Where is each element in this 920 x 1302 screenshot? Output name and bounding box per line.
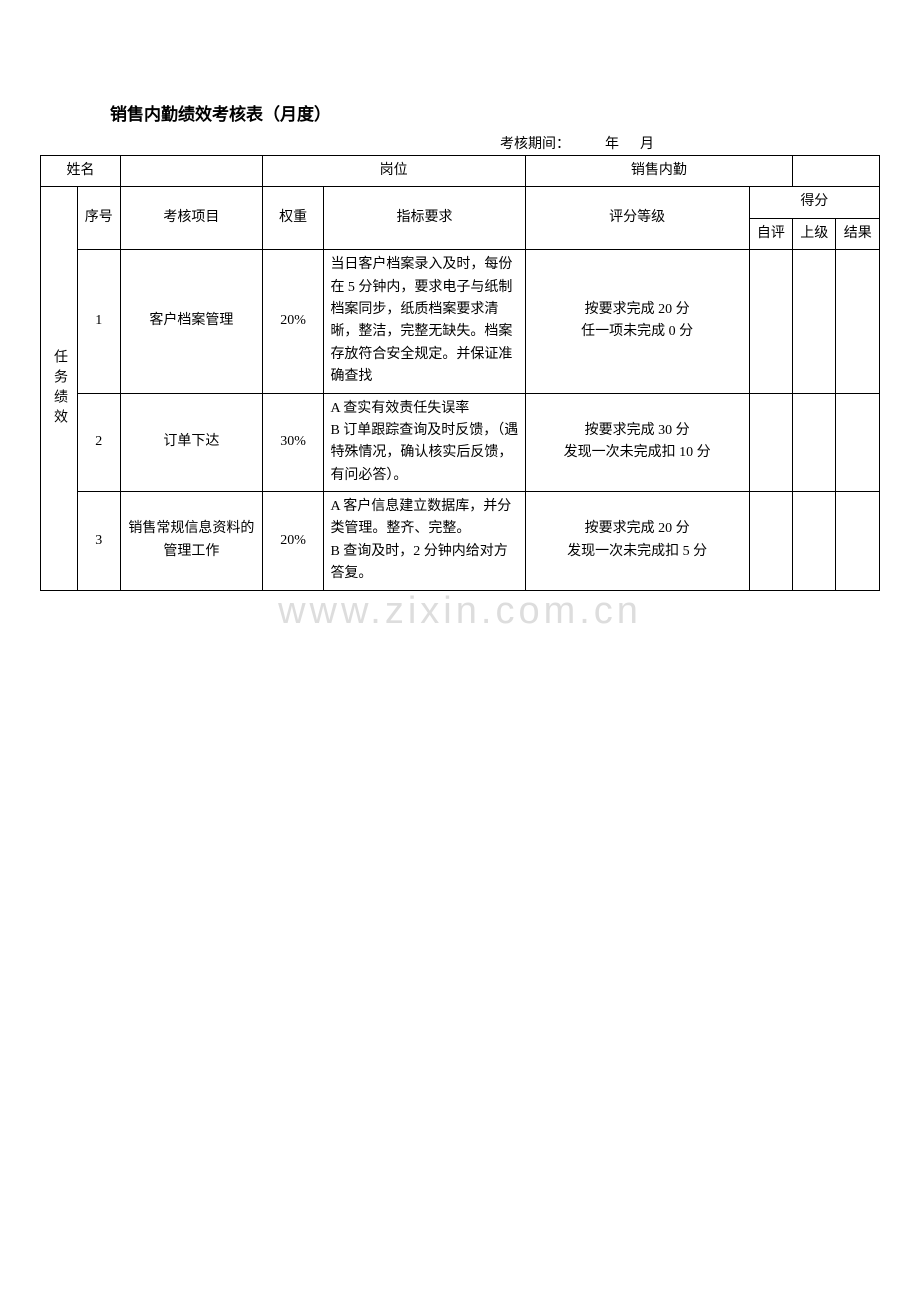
rating-cell: 按要求完成 30 分发现一次未完成扣 10 分 [525, 393, 749, 492]
header-blank-cell [793, 156, 880, 187]
table-row: 3 销售常规信息资料的管理工作 20% A 客户信息建立数据库，并分类管理。整齐… [41, 492, 880, 591]
col-self: 自评 [749, 218, 792, 249]
item-cell: 客户档案管理 [120, 250, 262, 393]
rating-cell: 按要求完成 20 分任一项未完成 0 分 [525, 250, 749, 393]
self-cell [749, 492, 792, 591]
watermark-text: www.zixin.com.cn [0, 590, 920, 633]
col-result: 结果 [836, 218, 880, 249]
category-cell: 任务绩效 [41, 187, 78, 590]
superior-cell [793, 393, 836, 492]
header-row-identity: 姓名 岗位 销售内勤 [41, 156, 880, 187]
month-label: 月 [640, 137, 654, 152]
assessment-table: 姓名 岗位 销售内勤 任务绩效 序号 考核项目 权重 指标要求 评分等级 得分 … [40, 155, 880, 591]
self-cell [749, 393, 792, 492]
weight-cell: 30% [262, 393, 324, 492]
col-weight: 权重 [262, 187, 324, 250]
result-cell [836, 250, 880, 393]
col-item: 考核项目 [120, 187, 262, 250]
weight-cell: 20% [262, 492, 324, 591]
col-score-group: 得分 [749, 187, 879, 218]
table-row: 2 订单下达 30% A 查实有效责任失误率B 订单跟踪查询及时反馈，（遇特殊情… [41, 393, 880, 492]
superior-cell [793, 492, 836, 591]
col-requirement: 指标要求 [324, 187, 525, 250]
column-header-row-1: 任务绩效 序号 考核项目 权重 指标要求 评分等级 得分 [41, 187, 880, 218]
name-label-cell: 姓名 [41, 156, 121, 187]
seq-cell: 3 [77, 492, 120, 591]
item-cell: 订单下达 [120, 393, 262, 492]
weight-cell: 20% [262, 250, 324, 393]
seq-cell: 2 [77, 393, 120, 492]
name-value-cell [120, 156, 262, 187]
self-cell [749, 250, 792, 393]
period-label: 考核期间： [500, 137, 570, 152]
year-label: 年 [605, 137, 619, 152]
superior-cell [793, 250, 836, 393]
rating-cell: 按要求完成 20 分发现一次未完成扣 5 分 [525, 492, 749, 591]
document-container: 销售内勤绩效考核表（月度） 考核期间： 年 月 姓名 岗位 销售内勤 [40, 100, 880, 591]
requirement-cell: A 查实有效责任失误率B 订单跟踪查询及时反馈，（遇特殊情况，确认核实后反馈，有… [324, 393, 525, 492]
item-cell: 销售常规信息资料的管理工作 [120, 492, 262, 591]
seq-cell: 1 [77, 250, 120, 393]
period-line: 考核期间： 年 月 [40, 133, 880, 153]
result-cell [836, 393, 880, 492]
position-label-cell: 岗位 [262, 156, 525, 187]
col-rating: 评分等级 [525, 187, 749, 250]
table-row: 1 客户档案管理 20% 当日客户档案录入及时，每份在 5 分钟内，要求电子与纸… [41, 250, 880, 393]
col-seq: 序号 [77, 187, 120, 250]
result-cell [836, 492, 880, 591]
position-value-cell: 销售内勤 [525, 156, 792, 187]
requirement-cell: A 客户信息建立数据库，并分类管理。整齐、完整。B 查询及时，2 分钟内给对方答… [324, 492, 525, 591]
requirement-cell: 当日客户档案录入及时，每份在 5 分钟内，要求电子与纸制档案同步，纸质档案要求清… [324, 250, 525, 393]
col-superior: 上级 [793, 218, 836, 249]
document-title: 销售内勤绩效考核表（月度） [40, 100, 880, 125]
